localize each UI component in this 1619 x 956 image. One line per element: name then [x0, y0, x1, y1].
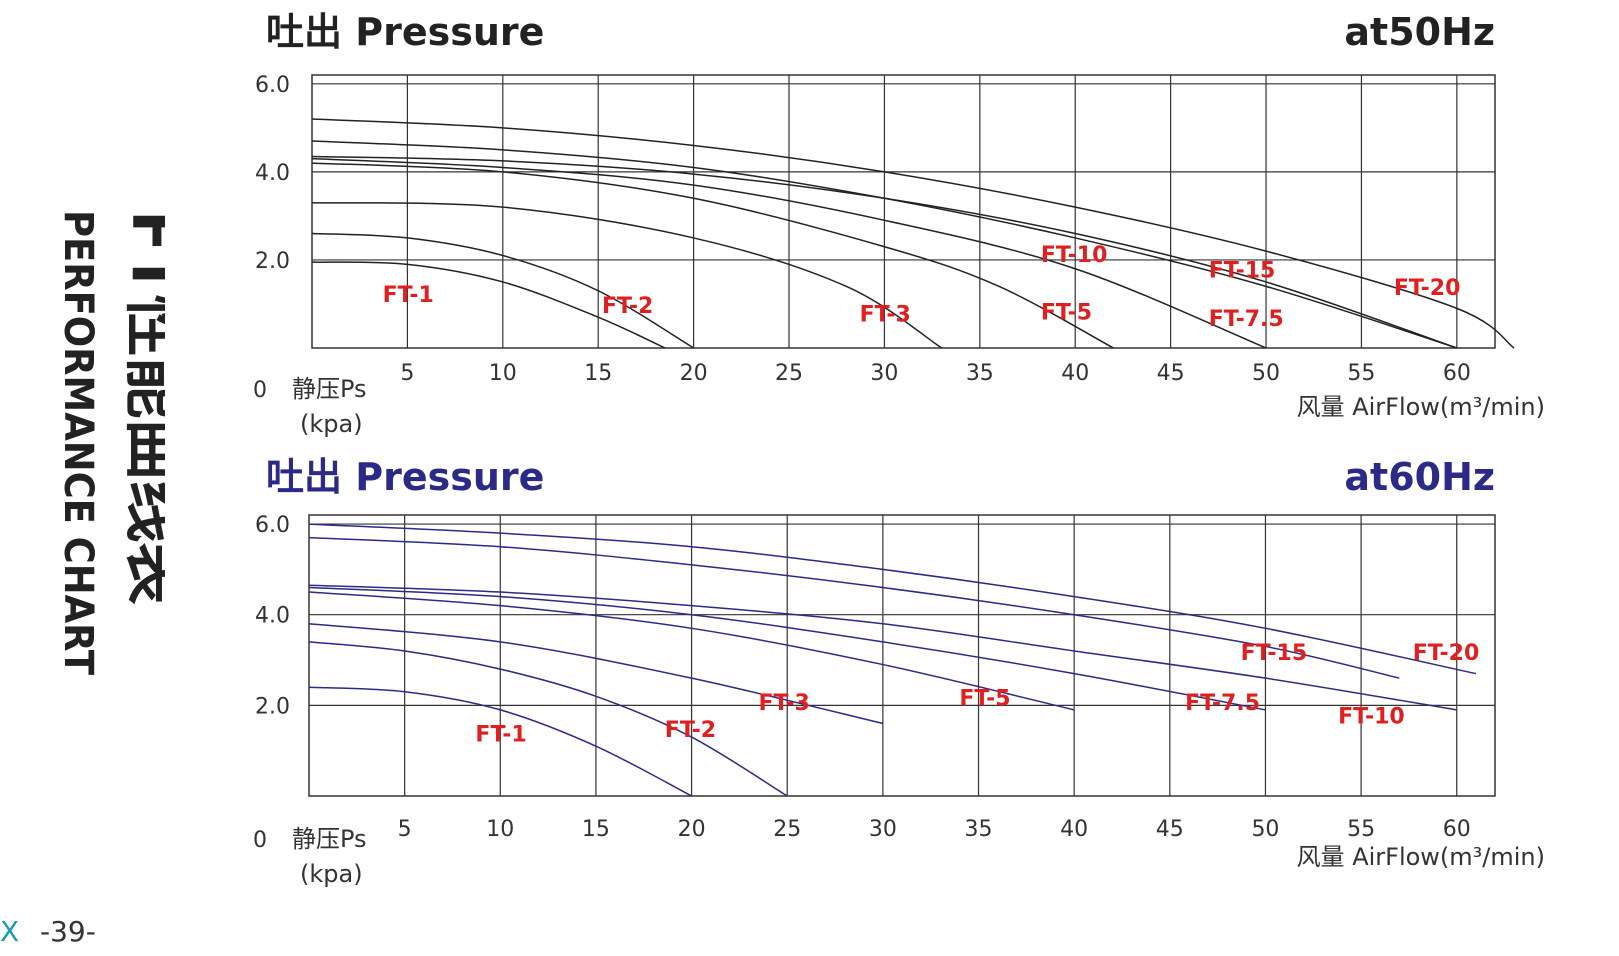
y-tick-label: 4.0 — [255, 604, 290, 629]
curve-label: FT-15 — [1209, 259, 1276, 284]
y-axis-unit: (kpa) — [300, 860, 363, 888]
y-tick-label: 6.0 — [255, 73, 290, 98]
x-tick-label: 55 — [1347, 361, 1375, 386]
curve-label: FT-20 — [1413, 641, 1480, 666]
x-tick-label: 50 — [1251, 817, 1279, 842]
curve-label: FT-5 — [959, 686, 1010, 711]
chart-60hz: 吐出 Pressure at60Hz 5 10 15 20 25 30 35 40 45 50 55 60… — [253, 455, 1545, 888]
x-tick-label: 25 — [773, 817, 801, 842]
origin-label: 0 — [253, 828, 267, 853]
x-axis-label: 风量 AirFlow(m³/min) — [1297, 843, 1545, 871]
x-tick-label: 40 — [1060, 817, 1088, 842]
x-axis-label: 风量 AirFlow(m³/min) — [1297, 393, 1545, 421]
x-tick-label: 30 — [869, 817, 897, 842]
side-title-cn: FT性能曲线表 — [118, 210, 165, 605]
x-tick-label: 40 — [1061, 361, 1089, 386]
chart-frequency: at50Hz — [1344, 10, 1495, 54]
curve-ft-3 — [311, 201, 943, 349]
curve-ft-7-5 — [308, 586, 1266, 711]
y-tick-label: 2.0 — [255, 249, 290, 274]
curve-ft-15 — [308, 536, 1400, 679]
y-axis-unit: (kpa) — [300, 410, 363, 438]
curve-label: FT-3 — [759, 691, 810, 716]
x-tick-label: 10 — [489, 361, 517, 386]
curve-ft-5 — [311, 162, 1114, 349]
curve-label: FT-1 — [475, 723, 526, 748]
chart-50hz: 吐出 Pressure at50Hz 5 10 15 20 25 30 35 40 45 50 55 60… — [253, 10, 1545, 438]
x-tick-label: 50 — [1252, 361, 1280, 386]
y-axis-label: 静压Ps — [292, 825, 367, 853]
x-tick-label: 15 — [582, 817, 610, 842]
y-tick-label: 6.0 — [255, 513, 290, 538]
x-tick-label: 25 — [775, 361, 803, 386]
x-tick-label: 20 — [678, 817, 706, 842]
x-tick-label: 55 — [1347, 817, 1375, 842]
x-tick-label: 5 — [400, 361, 414, 386]
curve-label: FT-3 — [860, 303, 911, 328]
curve-label: FT-20 — [1394, 276, 1461, 301]
x-tick-label: 30 — [870, 361, 898, 386]
x-tick-label: 10 — [486, 817, 514, 842]
curve-label: FT-7.5 — [1185, 691, 1260, 716]
plot-frame — [311, 74, 1496, 349]
curve-ft-1 — [308, 686, 692, 797]
curve-ft-3 — [308, 623, 884, 725]
x-tick-label: 35 — [965, 817, 993, 842]
x-tick-label: 45 — [1157, 361, 1185, 386]
x-tick-label: 20 — [680, 361, 708, 386]
curve-ft-5 — [308, 591, 1075, 711]
curve-ft-10 — [308, 584, 1457, 711]
chart-title: 吐出 Pressure — [266, 10, 544, 54]
y-tick-label: 2.0 — [255, 694, 290, 719]
x-tick-label: 15 — [584, 361, 612, 386]
origin-label: 0 — [253, 378, 267, 403]
curve-ft-20 — [311, 118, 1515, 349]
plot-frame — [308, 514, 1496, 797]
curve-label: FT-7.5 — [1209, 307, 1284, 332]
y-tick-label: 4.0 — [255, 161, 290, 186]
x-tick-label: 45 — [1156, 817, 1184, 842]
y-axis-label: 静压Ps — [292, 375, 367, 403]
curve-label: FT-2 — [602, 294, 653, 319]
curve-label: FT-2 — [665, 718, 716, 743]
x-tick-label: 60 — [1443, 361, 1471, 386]
curve-label: FT-15 — [1241, 641, 1308, 666]
side-title-en: PERFORMANCE CHART — [55, 210, 101, 676]
curve-ft-2 — [308, 641, 788, 797]
curve-label: FT-10 — [1338, 704, 1405, 729]
curve-ft-2 — [311, 232, 694, 349]
side-title: FT性能曲线表 PERFORMANCE CHART — [55, 210, 165, 676]
curve-label: FT-5 — [1041, 300, 1092, 325]
x-tick-label: 5 — [398, 817, 412, 842]
x-tick-label: 35 — [966, 361, 994, 386]
curve-ft-1 — [311, 261, 666, 349]
page-number: -39- — [40, 915, 96, 948]
edge-mark: X — [0, 915, 20, 948]
curve-ft-7-5 — [311, 157, 1267, 349]
x-tick-label: 60 — [1443, 817, 1471, 842]
chart-frequency: at60Hz — [1344, 455, 1495, 499]
curve-label: FT-1 — [383, 283, 434, 308]
chart-title: 吐出 Pressure — [266, 455, 544, 499]
curve-ft-20 — [308, 523, 1477, 675]
curve-ft-15 — [311, 155, 1458, 349]
curve-label: FT-10 — [1041, 243, 1108, 268]
